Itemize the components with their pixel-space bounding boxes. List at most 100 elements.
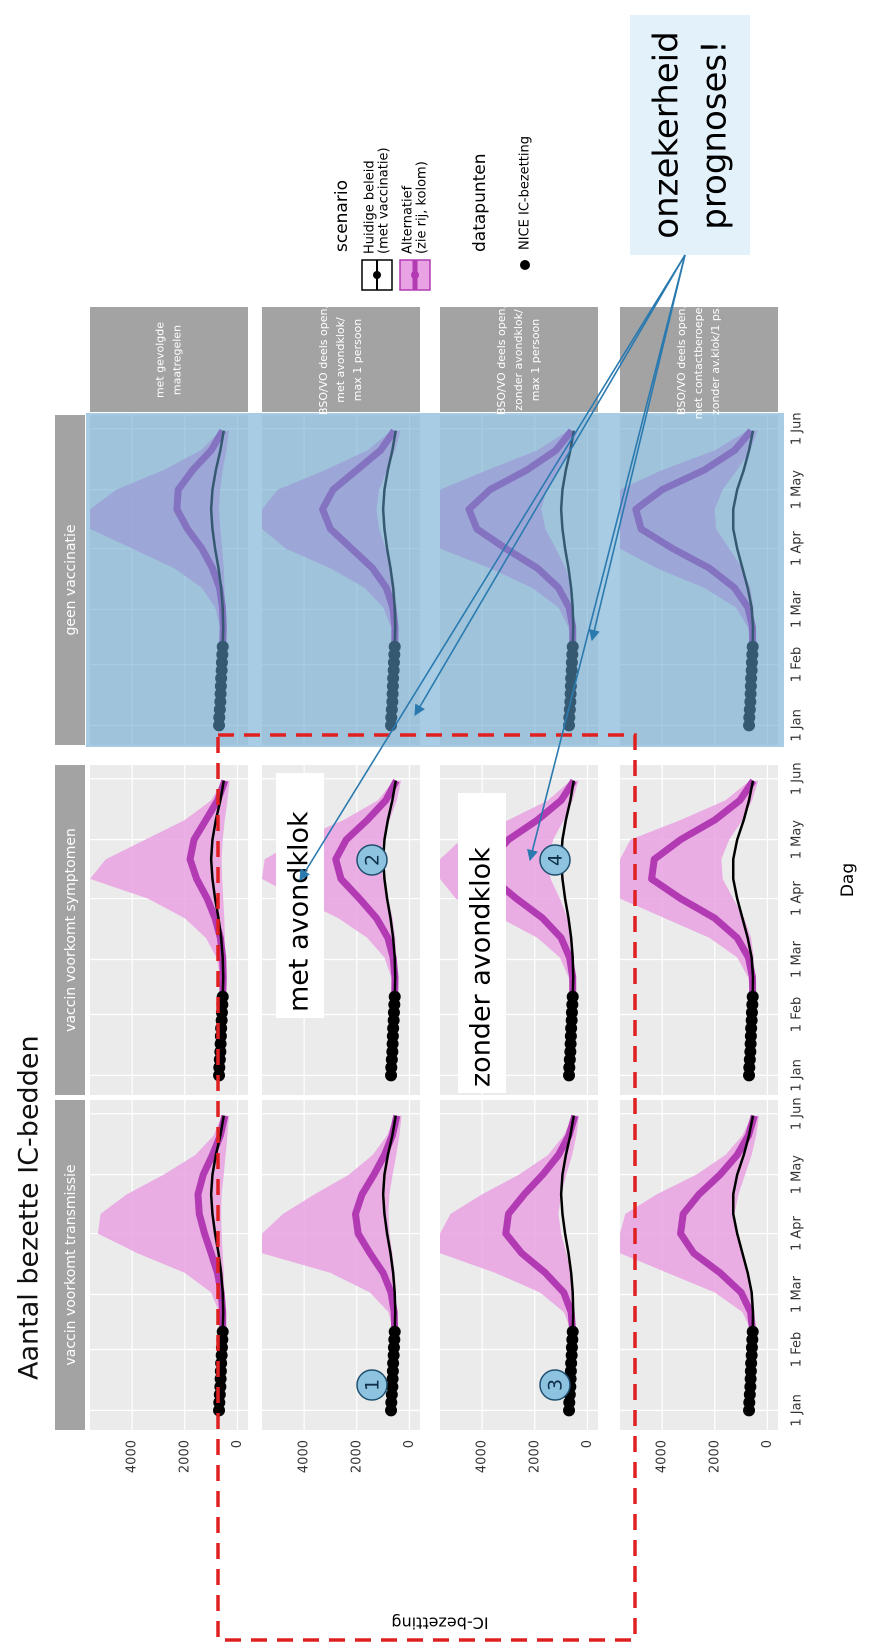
x-tick-label: 1 Jan bbox=[790, 1059, 805, 1091]
row-strip bbox=[262, 307, 420, 412]
data-point bbox=[746, 990, 759, 1003]
callout-text: onzekerheid bbox=[647, 31, 687, 238]
x-tick-label: 1 Mar bbox=[790, 1275, 805, 1313]
marker-circle bbox=[356, 844, 388, 876]
x-axis-title: Dag bbox=[838, 863, 858, 897]
y-tick-label: 2000 bbox=[527, 1440, 542, 1473]
data-point bbox=[566, 1325, 579, 1338]
annotation-box bbox=[276, 773, 324, 1018]
row-label: max 1 persoon bbox=[351, 319, 364, 401]
row-strip bbox=[620, 307, 778, 412]
current-policy-line bbox=[559, 780, 576, 997]
annotation: met avondklok bbox=[284, 811, 315, 1012]
x-tick-label: 1 Jan bbox=[790, 1394, 805, 1426]
row-label: zonder avondklok/ bbox=[512, 309, 525, 411]
arrows bbox=[299, 254, 686, 881]
y-tick-label: 4000 bbox=[297, 1440, 312, 1473]
x-tick-label: 1 May bbox=[790, 1155, 805, 1195]
current-policy-line bbox=[559, 1115, 576, 1332]
row-strip bbox=[440, 307, 598, 412]
x-tick-label: 1 Jan bbox=[790, 709, 805, 741]
legend-label: NICE IC-bezetting bbox=[518, 136, 533, 250]
current-policy-line bbox=[381, 1115, 398, 1332]
x-tick-label: 1 Jun bbox=[790, 1097, 805, 1130]
alternative-line bbox=[351, 1114, 401, 1332]
y-axis-title: IC-bezetting bbox=[391, 1614, 488, 1633]
marker-number: 1 bbox=[362, 1379, 384, 1391]
x-tick-label: 1 Feb bbox=[790, 647, 805, 682]
x-tick-label: 1 Apr bbox=[790, 530, 805, 566]
panel-data bbox=[620, 778, 759, 1082]
panel-data bbox=[262, 1114, 402, 1417]
highlight-box bbox=[216, 733, 637, 1642]
arrow bbox=[527, 254, 686, 862]
annotation-box bbox=[458, 793, 506, 1093]
row-label: met avondklok/ bbox=[334, 317, 347, 403]
column-label: vaccin voorkomt transmissie bbox=[63, 1164, 79, 1365]
uncertainty-band bbox=[262, 780, 402, 997]
chart-title: Aantal bezette IC-bedden bbox=[14, 1035, 45, 1380]
x-tick-label: 1 Jun bbox=[790, 412, 805, 445]
arrow bbox=[588, 254, 686, 642]
callout-box bbox=[630, 15, 750, 255]
row-label: BSO/VO deels open, bbox=[495, 305, 508, 415]
x-tick-label: 1 Jun bbox=[790, 762, 805, 795]
x-tick-label: 1 Mar bbox=[790, 940, 805, 978]
panel-data bbox=[620, 1114, 760, 1417]
row-label: BSO/VO deels open, bbox=[317, 305, 330, 415]
row-label: BSO/VO deels open, bbox=[675, 305, 688, 415]
data-point bbox=[388, 990, 401, 1003]
arrow bbox=[299, 254, 686, 881]
marker-circle bbox=[356, 1369, 388, 1401]
legend-title: scenario bbox=[332, 180, 352, 252]
row-label: zonder av.klok/1 ps. bbox=[709, 305, 722, 415]
column-strip bbox=[55, 765, 85, 1095]
y-tick-label: 0 bbox=[580, 1440, 595, 1448]
y-tick-label: 4000 bbox=[125, 1440, 140, 1473]
x-tick-label: 1 Apr bbox=[790, 1215, 805, 1251]
data-point bbox=[566, 990, 579, 1003]
x-tick-label: 1 Feb bbox=[790, 997, 805, 1032]
y-tick-label: 0 bbox=[402, 1440, 417, 1448]
legend-label: Alternatief bbox=[401, 185, 416, 254]
current-policy-line bbox=[731, 780, 755, 997]
y-tick-label: 4000 bbox=[475, 1440, 490, 1473]
x-tick-label: 1 May bbox=[790, 470, 805, 510]
alternative-line bbox=[332, 779, 400, 997]
row-label: max 1 persoon bbox=[529, 319, 542, 401]
x-tick-label: 1 May bbox=[790, 820, 805, 860]
uncertainty-band bbox=[97, 1115, 230, 1332]
data-point bbox=[746, 1325, 759, 1338]
row-strip bbox=[90, 307, 248, 412]
column-strip bbox=[55, 415, 85, 745]
y-tick-label: 2000 bbox=[707, 1440, 722, 1473]
marker-number: 4 bbox=[545, 854, 567, 866]
y-tick-label: 0 bbox=[230, 1440, 245, 1448]
uncertainty-band bbox=[620, 780, 759, 997]
highlight-column bbox=[86, 413, 784, 747]
x-tick-label: 1 Feb bbox=[790, 1332, 805, 1367]
marker-number: 3 bbox=[545, 1379, 567, 1391]
alternative-line bbox=[677, 1114, 758, 1333]
legend-key-dot bbox=[411, 271, 419, 279]
alternative-line bbox=[194, 1114, 229, 1332]
alternative-line bbox=[648, 778, 757, 997]
panel-data bbox=[262, 779, 402, 1082]
y-tick-label: 0 bbox=[760, 1440, 775, 1448]
x-tick-label: 1 Apr bbox=[790, 880, 805, 916]
legend-label: Huidige beleid bbox=[363, 160, 378, 254]
rotated-figure: Aantal bezette IC-bedden IC-bezetting Dag v… bbox=[14, 15, 858, 1633]
x-tick-label: 1 Mar bbox=[790, 590, 805, 628]
column-label: geen vaccinatie bbox=[63, 524, 79, 635]
panel-data bbox=[440, 1114, 580, 1417]
data-point bbox=[388, 1325, 401, 1338]
legend-key-dot bbox=[520, 260, 530, 270]
data-point bbox=[216, 1325, 229, 1338]
column-label: vaccin voorkomt symptomen bbox=[63, 828, 79, 1032]
legend-title: datapunten bbox=[470, 153, 490, 252]
current-policy-line bbox=[381, 780, 398, 997]
alternative-line bbox=[502, 1114, 579, 1333]
y-tick-label: 4000 bbox=[655, 1440, 670, 1473]
callout-text: prognoses! bbox=[695, 40, 735, 230]
